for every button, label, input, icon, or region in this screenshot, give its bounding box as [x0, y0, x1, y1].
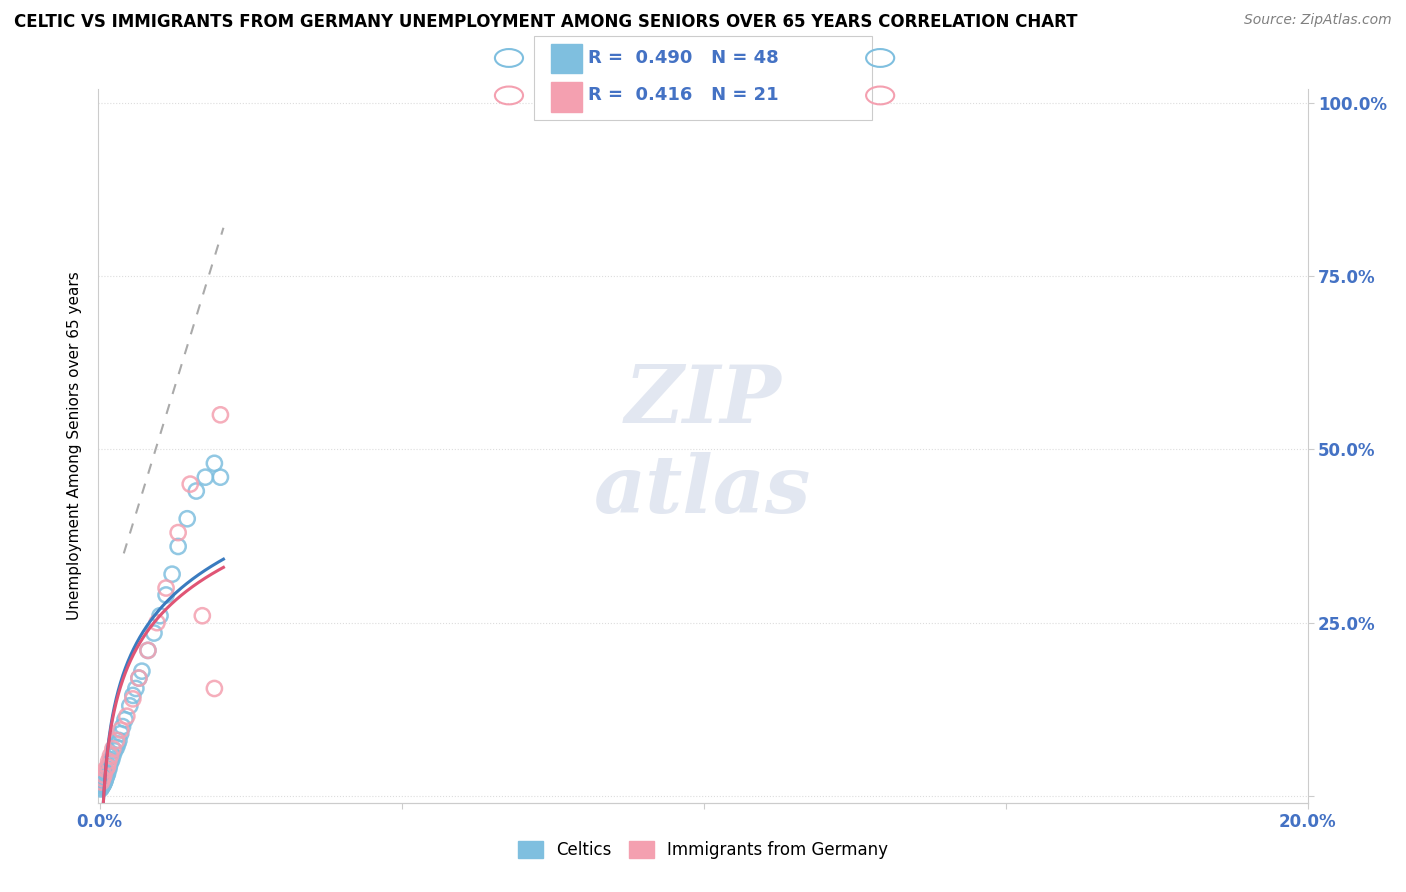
Point	[94, 768, 117, 782]
Text: R =  0.416   N = 21: R = 0.416 N = 21	[588, 87, 779, 104]
Text: Source: ZipAtlas.com: Source: ZipAtlas.com	[1244, 13, 1392, 28]
Point	[194, 470, 217, 484]
Point	[108, 733, 131, 747]
Text: CELTIC VS IMMIGRANTS FROM GERMANY UNEMPLOYMENT AMONG SENIORS OVER 65 YEARS CORRE: CELTIC VS IMMIGRANTS FROM GERMANY UNEMPL…	[14, 13, 1077, 31]
Point	[96, 768, 118, 782]
Point	[136, 643, 159, 657]
Point	[90, 775, 112, 789]
Point	[96, 764, 118, 779]
Point	[93, 773, 115, 788]
Point	[94, 763, 117, 777]
Point	[101, 748, 124, 763]
Point	[202, 681, 225, 696]
Point	[104, 744, 127, 758]
Point	[191, 608, 214, 623]
Point	[94, 769, 117, 783]
Point	[91, 778, 114, 792]
Y-axis label: Unemployment Among Seniors over 65 years: Unemployment Among Seniors over 65 years	[67, 272, 83, 620]
Point	[149, 608, 172, 623]
Point	[93, 775, 115, 789]
Point	[146, 615, 169, 630]
Point	[96, 766, 118, 780]
Point	[105, 740, 128, 755]
Point	[91, 772, 114, 786]
Point	[90, 781, 112, 796]
Point	[160, 567, 183, 582]
Point	[94, 773, 117, 788]
Point	[101, 741, 124, 756]
Point	[93, 772, 115, 786]
Point	[91, 779, 114, 793]
Point	[128, 671, 150, 685]
Point	[131, 664, 153, 678]
Point	[97, 754, 120, 768]
Point	[115, 709, 138, 723]
Text: R =  0.490   N = 48: R = 0.490 N = 48	[588, 49, 779, 67]
Point	[167, 540, 190, 554]
Point	[121, 691, 143, 706]
Point	[98, 760, 121, 774]
Point	[114, 713, 136, 727]
Point	[105, 733, 128, 747]
Point	[209, 470, 232, 484]
Point	[94, 772, 117, 786]
Point	[100, 748, 122, 763]
Point	[100, 753, 122, 767]
Legend: Celtics, Immigrants from Germany: Celtics, Immigrants from Germany	[512, 834, 894, 866]
Point	[125, 681, 148, 696]
Point	[155, 581, 177, 595]
Point	[90, 780, 112, 795]
Point	[176, 512, 198, 526]
Point	[167, 525, 190, 540]
Point	[209, 408, 232, 422]
Point	[202, 456, 225, 470]
Point	[91, 775, 114, 789]
Point	[111, 720, 134, 734]
Point	[96, 769, 118, 783]
Point	[121, 689, 143, 703]
Point	[91, 776, 114, 790]
Point	[179, 477, 201, 491]
Point	[93, 776, 115, 790]
Point	[186, 483, 208, 498]
Point	[93, 768, 115, 782]
Point	[118, 698, 141, 713]
Point	[107, 737, 129, 751]
Text: ZIP
atlas: ZIP atlas	[595, 362, 811, 530]
Point	[143, 626, 166, 640]
Point	[155, 588, 177, 602]
Point	[91, 779, 114, 793]
Point	[91, 778, 114, 792]
Point	[136, 643, 159, 657]
Point	[128, 671, 150, 685]
Point	[96, 760, 118, 774]
Point	[110, 723, 132, 737]
Point	[110, 726, 132, 740]
Point	[97, 763, 120, 777]
Point	[100, 756, 122, 770]
